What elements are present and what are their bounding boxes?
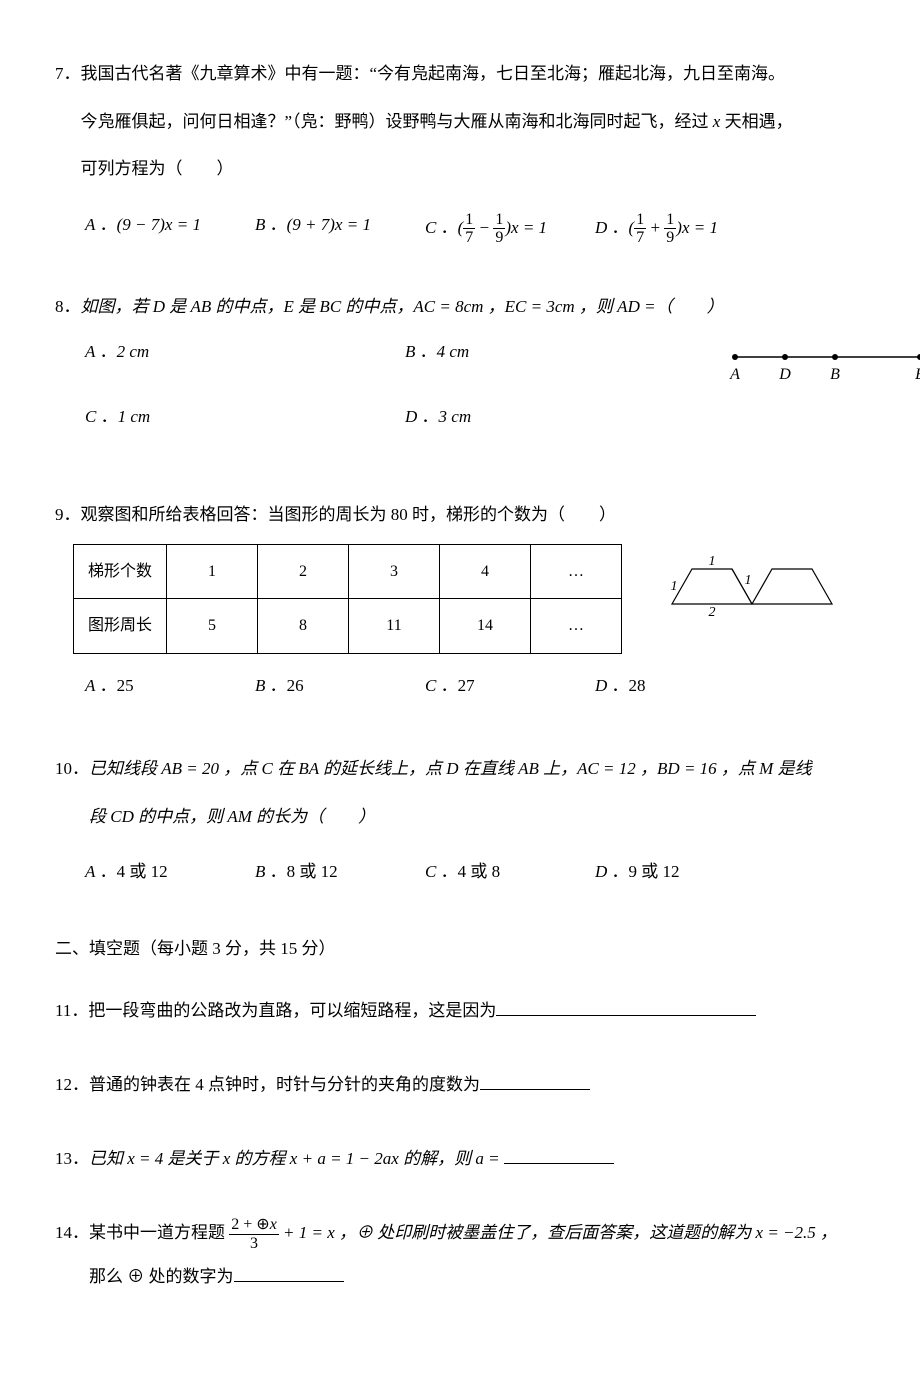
q8-text: 8．如图，若 D 是 AB 的中点，E 是 BC 的中点，AC = 8cm ，E… bbox=[55, 293, 865, 320]
question-14: 14．某书中一道方程题 2 + ⊕x3 + 1 = x ，⊕ 处印刷时被墨盖住了… bbox=[55, 1211, 865, 1299]
table-row: 图形周长 5 8 11 14 … bbox=[74, 599, 622, 654]
q8-opt-d: D ．3 cm bbox=[405, 403, 725, 430]
q8-diagram: ADBEC bbox=[725, 343, 920, 395]
svg-text:2: 2 bbox=[709, 605, 716, 616]
q8-num: 8． bbox=[55, 297, 81, 316]
q7-d-post: )x = 1 bbox=[676, 218, 718, 237]
svg-text:D: D bbox=[778, 366, 791, 383]
q7-opt-c: C ．(17 − 19)x = 1 bbox=[425, 211, 595, 247]
q9-line: 观察图和所给表格回答：当图形的周长为 80 时，梯形的个数为（ ） bbox=[81, 505, 617, 524]
q12-num: 12． bbox=[55, 1075, 89, 1094]
q7-line2b: 天相遇， bbox=[720, 112, 792, 131]
svg-text:E: E bbox=[914, 366, 920, 383]
question-12: 12．普通的钟表在 4 点钟时，时针与分针的夹角的度数为 bbox=[55, 1063, 865, 1107]
table-row: 梯形个数 1 2 3 4 … bbox=[74, 544, 622, 599]
q7-opt-a: A ．(9 − 7)x = 1 bbox=[85, 211, 255, 247]
q8-opt-c: C ．1 cm bbox=[85, 403, 405, 430]
q10-options: A ．4 或 12 B ．8 或 12 C ．4 或 8 D ．9 或 12 bbox=[55, 858, 865, 899]
question-8: 8．如图，若 D 是 AB 的中点，E 是 BC 的中点，AC = 8cm ，E… bbox=[55, 293, 865, 469]
question-13: 13．已知 x = 4 是关于 x 的方程 x + a = 1 − 2ax 的解… bbox=[55, 1137, 865, 1181]
q8-opt-b: B ．4 cm bbox=[405, 338, 725, 365]
q7-c-f1: 17 bbox=[463, 211, 475, 247]
svg-text:B: B bbox=[830, 366, 840, 383]
q13-blank bbox=[504, 1146, 614, 1164]
q12-blank bbox=[480, 1072, 590, 1090]
q7-line3: 可列方程为（ ） bbox=[81, 159, 234, 178]
q11-blank bbox=[496, 998, 756, 1016]
q10-opt-c: C ．4 或 8 bbox=[425, 858, 595, 885]
q9-num: 9． bbox=[55, 505, 81, 524]
q9-th2: 图形周长 bbox=[74, 599, 167, 654]
q10-opt-a: A ．4 或 12 bbox=[85, 858, 255, 885]
section-2-title: 二、填空题（每小题 3 分，共 15 分） bbox=[55, 935, 865, 962]
q8-line: 如图，若 D 是 AB 的中点，E 是 BC 的中点，AC = 8cm ，EC … bbox=[81, 297, 724, 316]
q7-d-f2: 19 bbox=[664, 211, 676, 247]
q10-opt-b: B ．8 或 12 bbox=[255, 858, 425, 885]
q13-num: 13． bbox=[55, 1149, 89, 1168]
q7-c-post: )x = 1 bbox=[505, 218, 547, 237]
svg-text:1: 1 bbox=[745, 573, 752, 588]
q7-c-f2: 19 bbox=[493, 211, 505, 247]
q7-line1: 我国古代名著《九章算术》中有一题：“今有凫起南海，七日至北海；雁起北海，九日至南… bbox=[81, 64, 786, 83]
q9-body: 梯形个数 1 2 3 4 … 图形周长 5 8 11 14 … 1 1 1 2 bbox=[55, 544, 865, 672]
q10-text: 10．已知线段 AB = 20 ，点 C 在 BA 的延长线上，点 D 在直线 … bbox=[55, 745, 865, 840]
q9-th1: 梯形个数 bbox=[74, 544, 167, 599]
q10-num: 10． bbox=[55, 759, 89, 778]
opt-label-a: A bbox=[85, 215, 95, 234]
question-11: 11．把一段弯曲的公路改为直路，可以缩短路程，这是因为 bbox=[55, 989, 865, 1033]
q10-opt-d: D ．9 或 12 bbox=[595, 858, 765, 885]
svg-text:1: 1 bbox=[709, 554, 716, 569]
q7-opt-d: D ．(17 + 19)x = 1 bbox=[595, 211, 765, 247]
opt-label-c: C bbox=[425, 218, 436, 237]
q9-table: 梯形个数 1 2 3 4 … 图形周长 5 8 11 14 … bbox=[73, 544, 622, 654]
q9-diagram: 1 1 1 2 bbox=[662, 554, 852, 624]
q7-opt-b: B ．(9 + 7)x = 1 bbox=[255, 211, 425, 247]
q8-opt-a: A ．2 cm bbox=[85, 338, 405, 365]
q7-num: 7． bbox=[55, 64, 81, 83]
q14-fraction: 2 + ⊕x3 bbox=[229, 1216, 279, 1252]
q9-opt-b: B ．26 bbox=[255, 672, 425, 699]
q7-d-f1: 17 bbox=[634, 211, 646, 247]
q8-options: A ．2 cm B ．4 cm C ．1 cm D ．3 cm bbox=[55, 338, 725, 468]
q11-num: 11． bbox=[55, 1001, 88, 1020]
q9-text: 9．观察图和所给表格回答：当图形的周长为 80 时，梯形的个数为（ ） bbox=[55, 501, 865, 528]
q9-opt-a: A ．25 bbox=[85, 672, 255, 699]
q9-opt-d: D ．28 bbox=[595, 672, 765, 699]
svg-text:1: 1 bbox=[671, 579, 678, 594]
q14-blank bbox=[234, 1264, 344, 1282]
question-9: 9．观察图和所给表格回答：当图形的周长为 80 时，梯形的个数为（ ） 梯形个数… bbox=[55, 501, 865, 714]
opt-label-b: B bbox=[255, 215, 265, 234]
opt-label-d: D bbox=[595, 218, 607, 237]
question-10: 10．已知线段 AB = 20 ，点 C 在 BA 的延长线上，点 D 在直线 … bbox=[55, 745, 865, 899]
q9-opt-c: C ．27 bbox=[425, 672, 595, 699]
q7-options: A ．(9 − 7)x = 1 B ．(9 + 7)x = 1 C ．(17 −… bbox=[55, 211, 865, 261]
q7-text: 7．我国古代名著《九章算术》中有一题：“今有凫起南海，七日至北海；雁起北海，九日… bbox=[55, 50, 865, 193]
q9-options: A ．25 B ．26 C ．27 D ．28 bbox=[55, 672, 865, 713]
q7-line2a: 今凫雁俱起，问何日相逢？”（凫：野鸭）设野鸭与大雁从南海和北海同时起飞，经过 bbox=[81, 112, 713, 131]
q7-a-val: (9 − 7)x = 1 bbox=[117, 215, 201, 234]
svg-text:A: A bbox=[729, 366, 740, 383]
q14-num: 14． bbox=[55, 1223, 89, 1242]
q8-body: A ．2 cm B ．4 cm C ．1 cm D ．3 cm ADBEC bbox=[55, 338, 865, 468]
question-7: 7．我国古代名著《九章算术》中有一题：“今有凫起南海，七日至北海；雁起北海，九日… bbox=[55, 50, 865, 261]
q7-b-val: (9 + 7)x = 1 bbox=[287, 215, 371, 234]
